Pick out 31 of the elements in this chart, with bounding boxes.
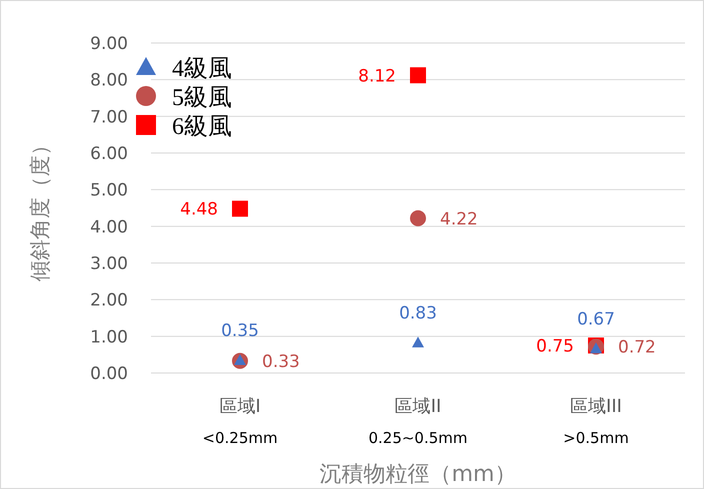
point <box>410 67 426 84</box>
y-tick-label: 0.00 <box>90 364 128 384</box>
y-axis-title: 傾斜角度（度） <box>28 134 52 282</box>
y-tick-label: 7.00 <box>90 107 128 128</box>
x-axis-title: 沉積物粒徑（mm） <box>320 462 516 487</box>
data-label: 8.12 <box>358 66 396 86</box>
legend-label: 4級風 <box>172 56 232 82</box>
x-tick-label: 區域I <0.25mm <box>202 396 278 447</box>
x-tick-label: 區域II 0.25~0.5mm <box>368 396 468 447</box>
legend-label: 5級風 <box>172 85 232 111</box>
y-tick-label: 9.00 <box>90 34 128 54</box>
data-label: 0.67 <box>577 309 615 330</box>
y-tick-label: 8.00 <box>90 70 128 91</box>
data-label: 0.83 <box>399 304 437 324</box>
data-label: 0.33 <box>262 352 300 372</box>
data-label: 0.35 <box>221 321 259 342</box>
y-tick-label: 3.00 <box>90 254 128 274</box>
x-tick-label: 區域III >0.5mm <box>563 396 629 447</box>
data-label: 0.72 <box>618 338 656 358</box>
point <box>412 336 424 348</box>
point <box>410 210 426 226</box>
y-tick-label: 5.00 <box>90 180 128 201</box>
data-label: 4.48 <box>180 200 218 220</box>
point <box>232 200 248 217</box>
data-label: 0.75 <box>536 336 574 356</box>
y-tick-label: 6.00 <box>90 144 128 164</box>
data-label: 4.22 <box>440 209 478 230</box>
y-tick-label: 1.00 <box>90 327 128 348</box>
y-tick-label: 2.00 <box>90 290 128 311</box>
y-tick-label: 4.00 <box>90 217 128 238</box>
legend-label: 6級風 <box>172 114 232 140</box>
